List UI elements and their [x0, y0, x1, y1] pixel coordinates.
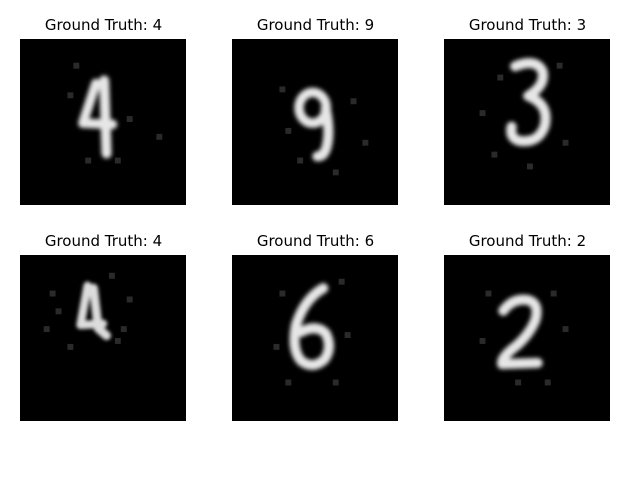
panel-title-3: Ground Truth: 3 [468, 16, 587, 34]
panel-title-5: Ground Truth: 6 [256, 232, 375, 250]
panel-title-6: Ground Truth: 2 [468, 232, 587, 250]
digit-image-3 [444, 39, 610, 205]
digit-image-2 [232, 39, 398, 205]
digit-image-1 [20, 39, 186, 205]
panel-title-4: Ground Truth: 4 [44, 232, 163, 250]
digit-image-5 [232, 255, 398, 421]
digit-3-image [444, 39, 610, 205]
digit-6-image [232, 255, 398, 421]
panel-title-1: Ground Truth: 4 [44, 16, 163, 34]
digit-4-image-2 [20, 255, 186, 421]
digit-2-image [444, 255, 610, 421]
digit-9-image [232, 39, 398, 205]
digit-image-4 [20, 255, 186, 421]
digit-image-6 [444, 255, 610, 421]
digit-4-image [20, 39, 186, 205]
panel-title-2: Ground Truth: 9 [256, 16, 375, 34]
